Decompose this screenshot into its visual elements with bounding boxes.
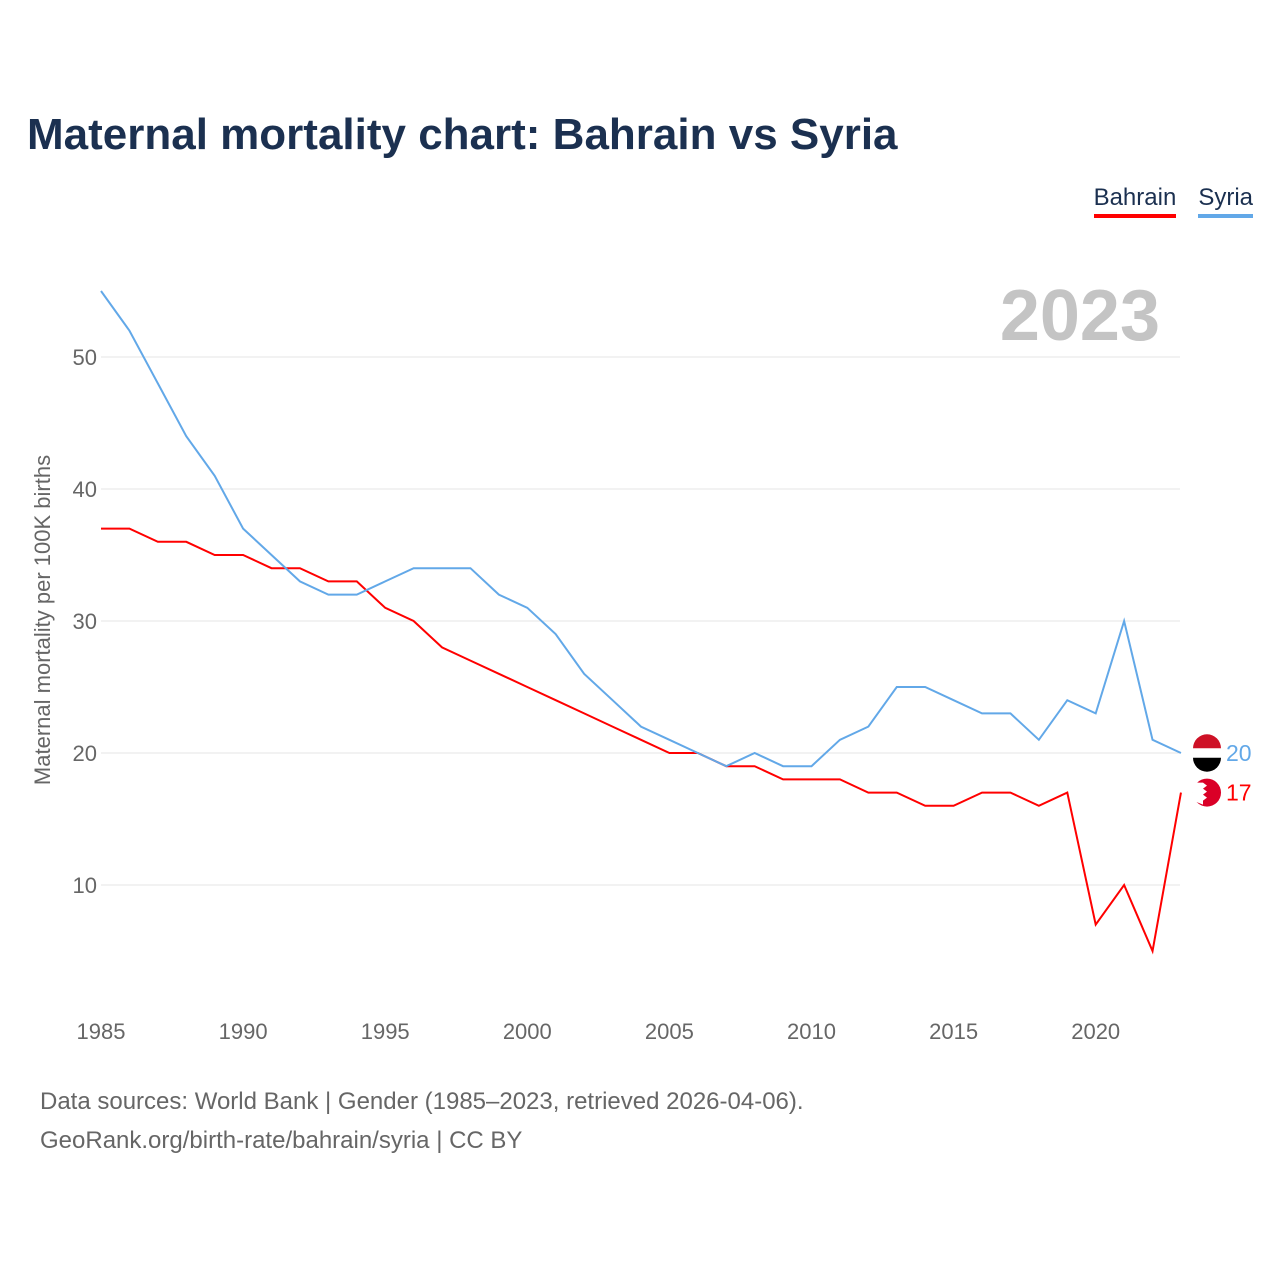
y-tick-label: 10: [73, 873, 97, 898]
footer-link[interactable]: GeoRank.org/birth-rate/bahrain/syria | C…: [40, 1127, 523, 1154]
syria-flag-black: [1193, 757, 1221, 772]
x-tick-label: 1990: [219, 1019, 268, 1044]
series-line-bahrain: [101, 527, 1182, 955]
legend: Bahrain Syria: [1093, 184, 1253, 218]
x-tick-label: 2005: [645, 1019, 694, 1044]
x-tick-label: 2015: [929, 1019, 978, 1044]
syria-flag-red: [1193, 734, 1221, 749]
footer-sources: Data sources: World Bank | Gender (1985–…: [40, 1088, 804, 1115]
x-tick-label: 2020: [1071, 1019, 1120, 1044]
x-tick-label: 1985: [77, 1019, 126, 1044]
x-tick-label: 2000: [503, 1019, 552, 1044]
y-tick-label: 20: [73, 741, 97, 766]
end-label-syria: 20: [1226, 740, 1252, 766]
y-tick-label: 30: [73, 609, 97, 634]
x-tick-label: 2010: [787, 1019, 836, 1044]
y-tick-label: 40: [73, 477, 97, 502]
legend-syria[interactable]: Syria: [1198, 184, 1253, 218]
legend-bahrain[interactable]: Bahrain: [1093, 184, 1177, 218]
series-line-syria: [100, 290, 1182, 768]
year-label: 2023: [1000, 276, 1160, 356]
chart-title: Maternal mortality chart: Bahrain vs Syr…: [27, 110, 898, 159]
y-axis-label: Maternal mortality per 100K births: [30, 455, 55, 785]
y-tick-label: 50: [73, 345, 97, 370]
bahrain-flag-white: [1193, 782, 1207, 805]
x-tick-label: 1995: [361, 1019, 410, 1044]
end-label-bahrain: 17: [1226, 780, 1252, 806]
